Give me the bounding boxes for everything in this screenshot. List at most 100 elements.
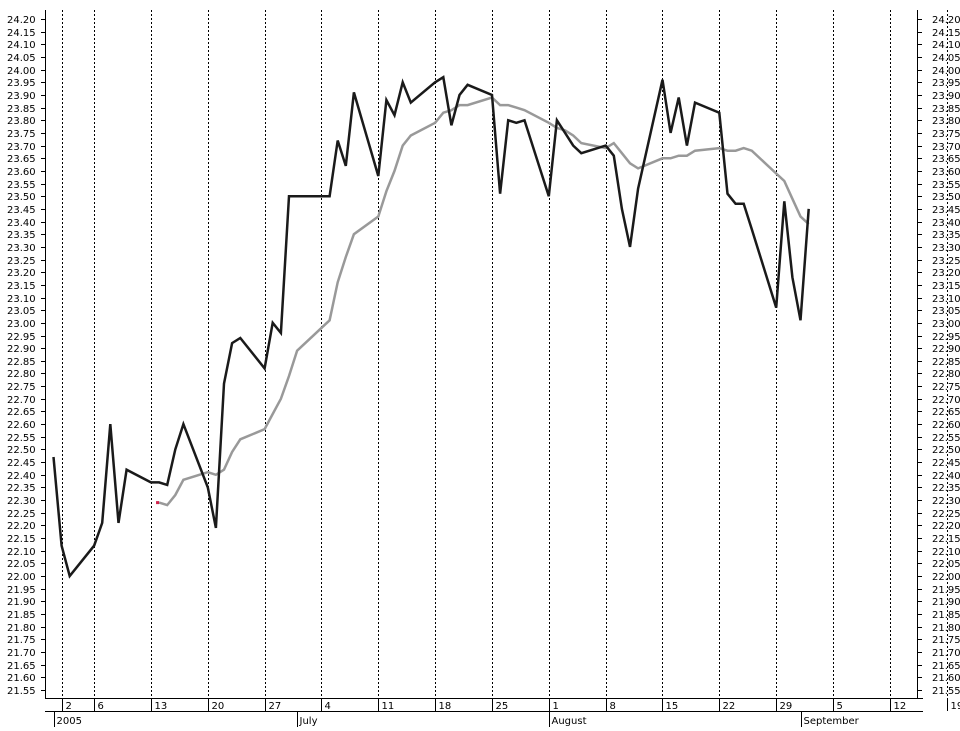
y-tick-label-right: 21.90 (932, 597, 960, 608)
y-tick-label-right: 22.25 (932, 509, 960, 520)
y-tick-label-left: 22.95 (7, 332, 36, 343)
y-tick-label-left: 24.10 (7, 40, 36, 51)
y-tick-label-right: 24.00 (932, 66, 960, 77)
y-tick-label-right: 23.25 (932, 256, 960, 267)
y-tick-label-left: 21.90 (7, 597, 36, 608)
y-tick-label-right: 22.10 (932, 547, 960, 558)
y-tick-label-left: 21.65 (7, 661, 36, 672)
y-tick-label-right: 22.95 (932, 332, 960, 343)
y-tick-label-left: 22.00 (7, 572, 36, 583)
y-tick-label-right: 21.75 (932, 635, 960, 646)
y-tick-label-left: 22.60 (7, 420, 36, 431)
y-tick-label-right: 21.60 (932, 673, 960, 684)
y-tick-label-right: 23.45 (932, 205, 960, 216)
y-tick-label-left: 23.45 (7, 205, 36, 216)
x-tick-label: 22 (723, 701, 736, 712)
y-tick-label-right: 22.05 (932, 559, 960, 570)
y-tick-label-left: 23.35 (7, 230, 36, 241)
y-tick-label-left: 23.55 (7, 180, 36, 191)
y-tick-label-right: 22.90 (932, 344, 960, 355)
y-tick-label-left: 23.10 (7, 294, 36, 305)
y-tick-label-right: 24.10 (932, 40, 960, 51)
y-tick-label-left: 22.35 (7, 483, 36, 494)
y-tick-label-left: 23.05 (7, 306, 36, 317)
y-tick-label-right: 22.15 (932, 534, 960, 545)
y-tick-label-right: 23.00 (932, 319, 960, 330)
y-tick-label-right: 22.60 (932, 420, 960, 431)
y-tick-label-right: 24.20 (932, 15, 960, 26)
y-tick-label-right: 22.80 (932, 369, 960, 380)
y-tick-label-left: 24.05 (7, 53, 36, 64)
y-tick-label-left: 22.70 (7, 395, 36, 406)
y-tick-label-left: 23.60 (7, 167, 36, 178)
y-tick-label-right: 21.80 (932, 623, 960, 634)
y-tick-label-left: 21.75 (7, 635, 36, 646)
y-tick-label-right: 23.20 (932, 268, 960, 279)
y-tick-label-left: 23.75 (7, 129, 36, 140)
y-tick-label-left: 23.30 (7, 243, 36, 254)
y-tick-label-left: 22.20 (7, 521, 36, 532)
y-tick-label-right: 23.05 (932, 306, 960, 317)
y-tick-label-left: 22.25 (7, 509, 36, 520)
y-tick-label-left: 22.10 (7, 547, 36, 558)
y-tick-label-right: 22.75 (932, 382, 960, 393)
y-tick-label-right: 23.80 (932, 116, 960, 127)
x-tick-label: 2 (66, 701, 72, 712)
y-tick-label-left: 21.80 (7, 623, 36, 634)
y-tick-label-left: 23.50 (7, 192, 36, 203)
y-tick-label-left: 21.55 (7, 686, 36, 697)
series-price (54, 77, 809, 576)
y-tick-label-left: 21.85 (7, 610, 36, 621)
y-tick-label-right: 23.15 (932, 281, 960, 292)
x-tick-label: 27 (269, 701, 282, 712)
y-tick-label-left: 24.00 (7, 66, 36, 77)
y-tick-label-left: 22.45 (7, 458, 36, 469)
y-tick-label-right: 22.50 (932, 445, 960, 456)
y-tick-label-left: 22.50 (7, 445, 36, 456)
y-tick-label-right: 22.65 (932, 407, 960, 418)
y-tick-label-left: 23.20 (7, 268, 36, 279)
y-tick-label-left: 23.25 (7, 256, 36, 267)
y-tick-label-right: 23.10 (932, 294, 960, 305)
series-start-marker (156, 501, 159, 504)
y-tick-label-right: 23.85 (932, 104, 960, 115)
y-tick-label-right: 21.85 (932, 610, 960, 621)
y-tick-label-left: 24.20 (7, 15, 36, 26)
y-tick-label-left: 23.85 (7, 104, 36, 115)
y-tick-label-right: 23.70 (932, 142, 960, 153)
y-tick-label-right: 24.05 (932, 53, 960, 64)
y-tick-label-right: 23.35 (932, 230, 960, 241)
y-tick-label-right: 22.70 (932, 395, 960, 406)
y-tick-label-left: 23.65 (7, 154, 36, 165)
x-tick-label: 1 (553, 701, 559, 712)
y-tick-label-right: 21.55 (932, 686, 960, 697)
y-tick-label-left: 21.60 (7, 673, 36, 684)
y-tick-label-right: 22.20 (932, 521, 960, 532)
y-tick-label-right: 22.40 (932, 471, 960, 482)
y-tick-label-left: 22.80 (7, 369, 36, 380)
month-label: September (804, 716, 860, 727)
y-tick-label-right: 22.35 (932, 483, 960, 494)
x-tick-label: 5 (837, 701, 843, 712)
y-tick-label-left: 23.90 (7, 91, 36, 102)
x-tick-label: 19 (951, 701, 960, 712)
x-tick-label: 4 (325, 701, 331, 712)
y-tick-label-left: 23.40 (7, 218, 36, 229)
y-tick-label-right: 21.95 (932, 585, 960, 596)
y-tick-label-right: 22.55 (932, 433, 960, 444)
y-tick-label-left: 24.15 (7, 28, 36, 39)
month-label: July (299, 716, 318, 727)
x-tick-label: 12 (894, 701, 907, 712)
x-tick-label: 11 (382, 701, 395, 712)
y-tick-label-right: 23.90 (932, 91, 960, 102)
month-label: 2005 (57, 716, 82, 727)
y-tick-label-left: 22.40 (7, 471, 36, 482)
y-tick-label-right: 22.45 (932, 458, 960, 469)
series-moving-average (159, 98, 809, 506)
x-tick-label: 13 (155, 701, 168, 712)
y-tick-label-right: 21.65 (932, 661, 960, 672)
y-tick-label-left: 22.85 (7, 357, 36, 368)
y-tick-label-right: 23.55 (932, 180, 960, 191)
y-tick-label-left: 23.80 (7, 116, 36, 127)
